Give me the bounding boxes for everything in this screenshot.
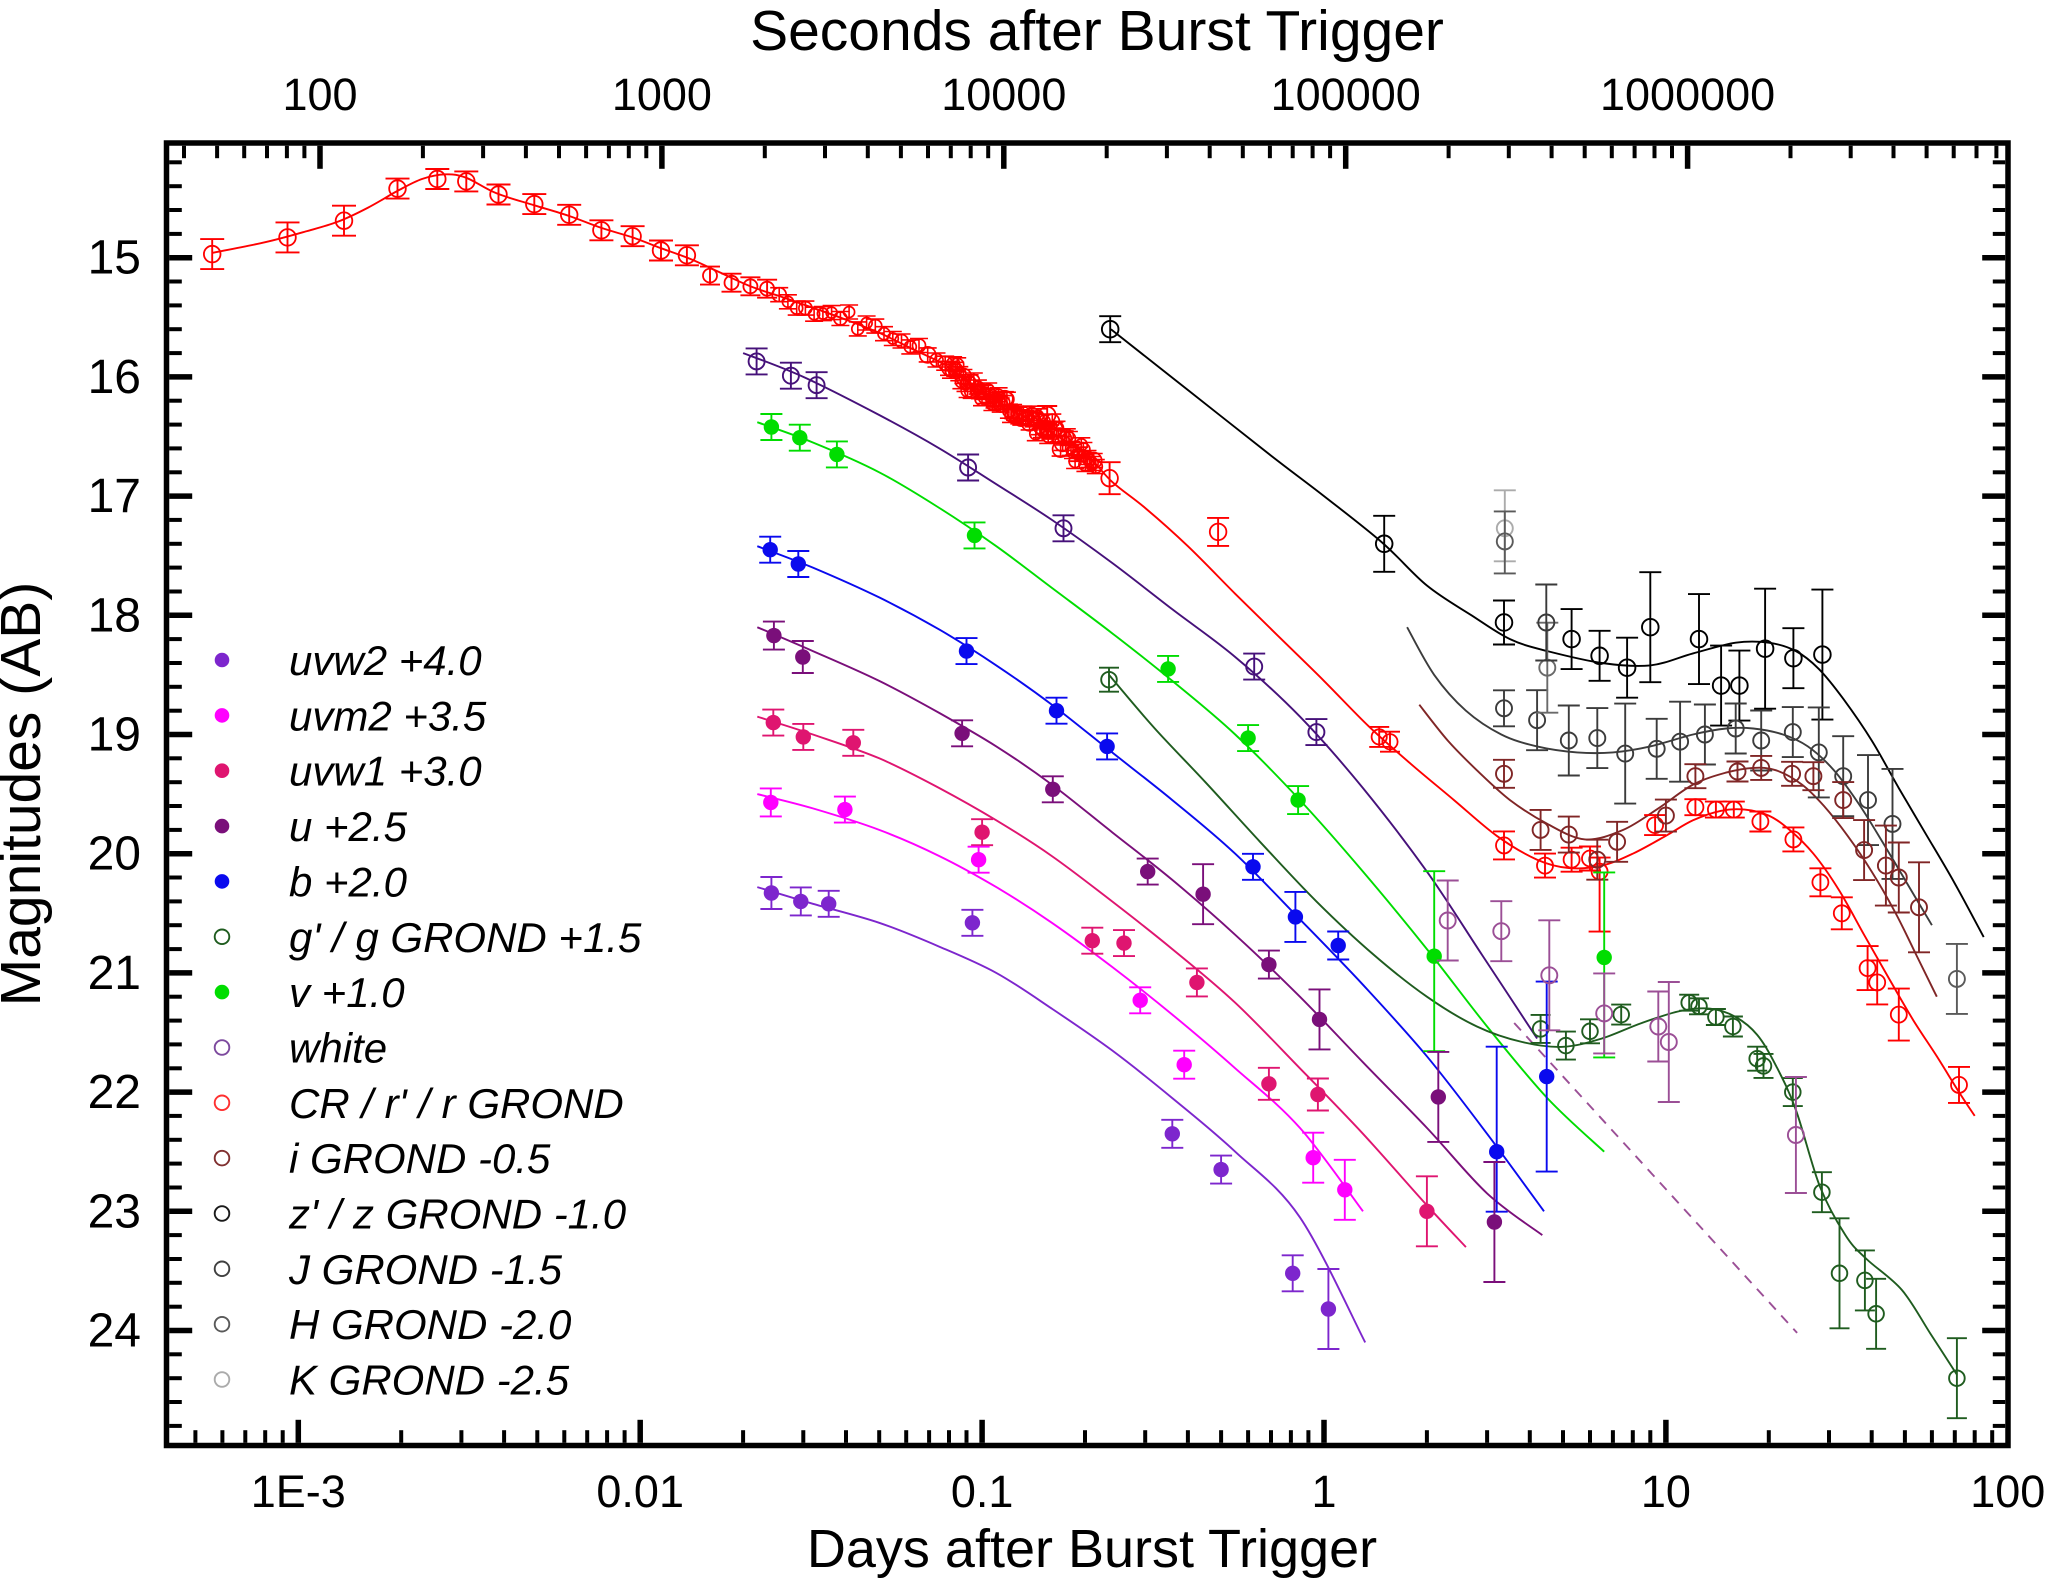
- svg-text:1E-3: 1E-3: [251, 1466, 346, 1517]
- svg-text:16: 16: [88, 351, 141, 404]
- svg-text:z' / z GROND -1.0: z' / z GROND -1.0: [288, 1191, 627, 1238]
- svg-text:J GROND -1.5: J GROND -1.5: [288, 1246, 563, 1293]
- svg-text:Seconds after Burst Trigger: Seconds after Burst Trigger: [750, 0, 1444, 63]
- svg-text:10: 10: [1641, 1466, 1691, 1517]
- svg-text:21: 21: [88, 947, 141, 1000]
- svg-text:100: 100: [1970, 1466, 2045, 1517]
- svg-text:19: 19: [88, 709, 141, 762]
- svg-text:24: 24: [88, 1305, 141, 1358]
- svg-text:1000: 1000: [612, 69, 712, 120]
- svg-text:uvm2 +3.5: uvm2 +3.5: [289, 692, 487, 739]
- svg-text:Days after Burst Trigger: Days after Burst Trigger: [807, 1519, 1377, 1579]
- svg-text:100: 100: [282, 69, 357, 120]
- svg-text:22: 22: [88, 1066, 141, 1119]
- svg-text:23: 23: [88, 1185, 141, 1238]
- svg-text:0.1: 0.1: [951, 1466, 1014, 1517]
- svg-text:white: white: [289, 1025, 387, 1072]
- svg-text:Magnitudes (AB): Magnitudes (AB): [0, 582, 53, 1007]
- svg-text:20: 20: [88, 828, 141, 881]
- svg-text:K GROND -2.5: K GROND -2.5: [289, 1357, 570, 1404]
- svg-text:i GROND -0.5: i GROND -0.5: [289, 1135, 551, 1182]
- svg-text:0.01: 0.01: [596, 1466, 684, 1517]
- svg-text:uvw1 +3.0: uvw1 +3.0: [289, 748, 482, 795]
- svg-text:g' / g GROND +1.5: g' / g GROND +1.5: [289, 914, 642, 961]
- svg-text:v +1.0: v +1.0: [289, 969, 405, 1016]
- svg-text:uvw2 +4.0: uvw2 +4.0: [289, 637, 482, 684]
- svg-text:18: 18: [88, 589, 141, 642]
- svg-text:u +2.5: u +2.5: [289, 803, 408, 850]
- svg-text:15: 15: [88, 232, 141, 285]
- svg-text:CR / r' / r GROND: CR / r' / r GROND: [289, 1080, 624, 1127]
- svg-text:10000: 10000: [941, 69, 1066, 120]
- svg-text:H GROND -2.0: H GROND -2.0: [289, 1301, 572, 1348]
- svg-text:17: 17: [88, 470, 141, 523]
- svg-text:1: 1: [1311, 1466, 1336, 1517]
- svg-text:100000: 100000: [1271, 69, 1421, 120]
- svg-text:b +2.0: b +2.0: [289, 858, 408, 905]
- svg-text:1000000: 1000000: [1600, 69, 1775, 120]
